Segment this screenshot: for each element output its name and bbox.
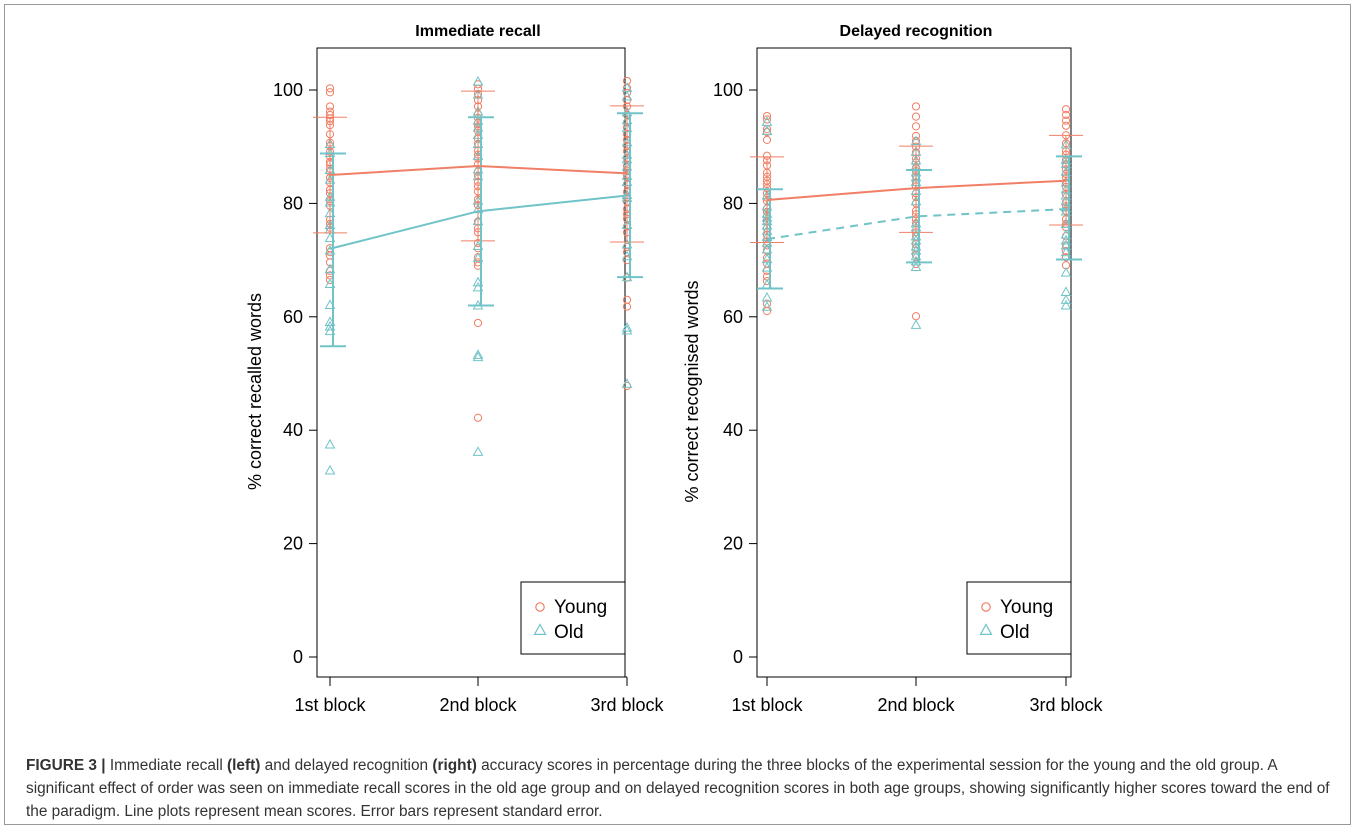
point-old <box>1060 299 1072 310</box>
y-tick-label: 80 <box>723 193 743 213</box>
point-old <box>910 135 922 146</box>
point-old <box>1060 267 1072 277</box>
point-old <box>621 90 633 101</box>
point-old <box>621 324 633 335</box>
point-young <box>911 131 921 141</box>
point-young <box>622 295 632 304</box>
x-tick-label-3rd-block: 3rd block <box>590 695 664 715</box>
caption-text-1: Immediate recall <box>105 757 228 774</box>
legend-old-marker <box>533 623 547 636</box>
legend-young-marker <box>535 602 545 612</box>
point-old <box>910 319 922 329</box>
legend-young-marker <box>981 602 991 612</box>
y-tick-label: 100 <box>713 80 743 100</box>
point-old <box>621 378 633 388</box>
point-young <box>911 102 921 111</box>
legend-box <box>520 581 626 655</box>
point-young <box>1061 116 1071 125</box>
legend-young-label: Young <box>554 597 607 618</box>
point-young <box>762 111 772 121</box>
point-young <box>325 102 335 111</box>
point-young <box>1061 121 1071 130</box>
point-young <box>1061 105 1071 114</box>
legend-young-label: Young <box>1000 597 1053 618</box>
panel-title: Immediate recall <box>415 23 540 40</box>
point-old <box>910 261 922 272</box>
y-tick-label: 100 <box>273 80 303 100</box>
legend-old-marker <box>979 623 993 636</box>
caption-right: (right) <box>432 757 477 774</box>
point-young <box>325 84 335 93</box>
mean-line-young <box>766 179 1067 201</box>
y-tick-label: 80 <box>283 193 303 213</box>
point-old <box>761 301 773 311</box>
figure-caption: FIGURE 3 | Immediate recall (left) and d… <box>26 754 1336 823</box>
point-old <box>1060 286 1072 296</box>
x-tick-label-2nd-block: 2nd block <box>877 695 955 715</box>
caption-label: FIGURE 3 | <box>26 757 106 774</box>
point-young <box>762 307 772 316</box>
y-tick-label: 60 <box>283 307 303 327</box>
caption-text-2: and delayed recognition <box>260 757 433 774</box>
mean-line-young <box>329 164 628 177</box>
point-old <box>761 125 773 135</box>
x-tick-label-1st-block: 1st block <box>294 695 366 715</box>
y-tick-label: 20 <box>723 534 743 554</box>
y-tick-label: 0 <box>733 647 743 667</box>
point-young <box>1061 110 1071 120</box>
legend-old-label: Old <box>554 622 584 643</box>
y-tick-label: 60 <box>723 307 743 327</box>
x-tick-label-3rd-block: 3rd block <box>1029 695 1103 715</box>
y-tick-label: 0 <box>293 647 303 667</box>
point-young <box>325 88 335 97</box>
caption-left: (left) <box>227 757 261 774</box>
y-tick-label: 20 <box>283 534 303 554</box>
legend-old-label: Old <box>1000 622 1030 643</box>
point-old <box>1060 294 1072 304</box>
point-old <box>472 446 484 456</box>
legend: Young Old <box>966 581 1072 655</box>
figure-frame: Immediate recall 0 20 40 60 80 100 % correct re… <box>4 4 1351 825</box>
y-tick-label: 40 <box>723 420 743 440</box>
panel-delayed-recognition: Delayed recognition 0 20 40 60 80 100 % correct… <box>682 23 1104 715</box>
point-young <box>473 318 483 328</box>
point-old <box>472 75 484 86</box>
point-old <box>324 438 336 449</box>
mean-line-old <box>329 194 628 250</box>
y-axis-label: % correct recognised words <box>682 280 702 502</box>
figure-3-chart: Immediate recall 0 20 40 60 80 100 % correct re… <box>245 23 1104 715</box>
point-old <box>324 464 336 475</box>
x-tick-label-2nd-block: 2nd block <box>439 695 517 715</box>
y-axis-label: % correct recalled words <box>245 293 265 490</box>
point-old <box>472 351 484 362</box>
point-young <box>911 312 921 321</box>
point-old <box>621 322 633 332</box>
point-young <box>911 122 921 131</box>
point-young <box>911 112 921 121</box>
legend: Young Old <box>520 581 626 655</box>
point-young <box>622 302 632 311</box>
x-tick-label-1st-block: 1st block <box>731 695 803 715</box>
panel-title: Delayed recognition <box>840 23 993 40</box>
legend-box <box>966 581 1072 655</box>
panel-immediate-recall: Immediate recall 0 20 40 60 80 100 % correct re… <box>245 23 665 715</box>
point-old <box>472 349 484 359</box>
point-young <box>473 413 483 422</box>
point-young <box>762 135 772 144</box>
point-young <box>762 115 772 124</box>
caption-text-3: accuracy scores in percentage during the… <box>26 757 1330 820</box>
y-tick-label: 40 <box>283 420 303 440</box>
